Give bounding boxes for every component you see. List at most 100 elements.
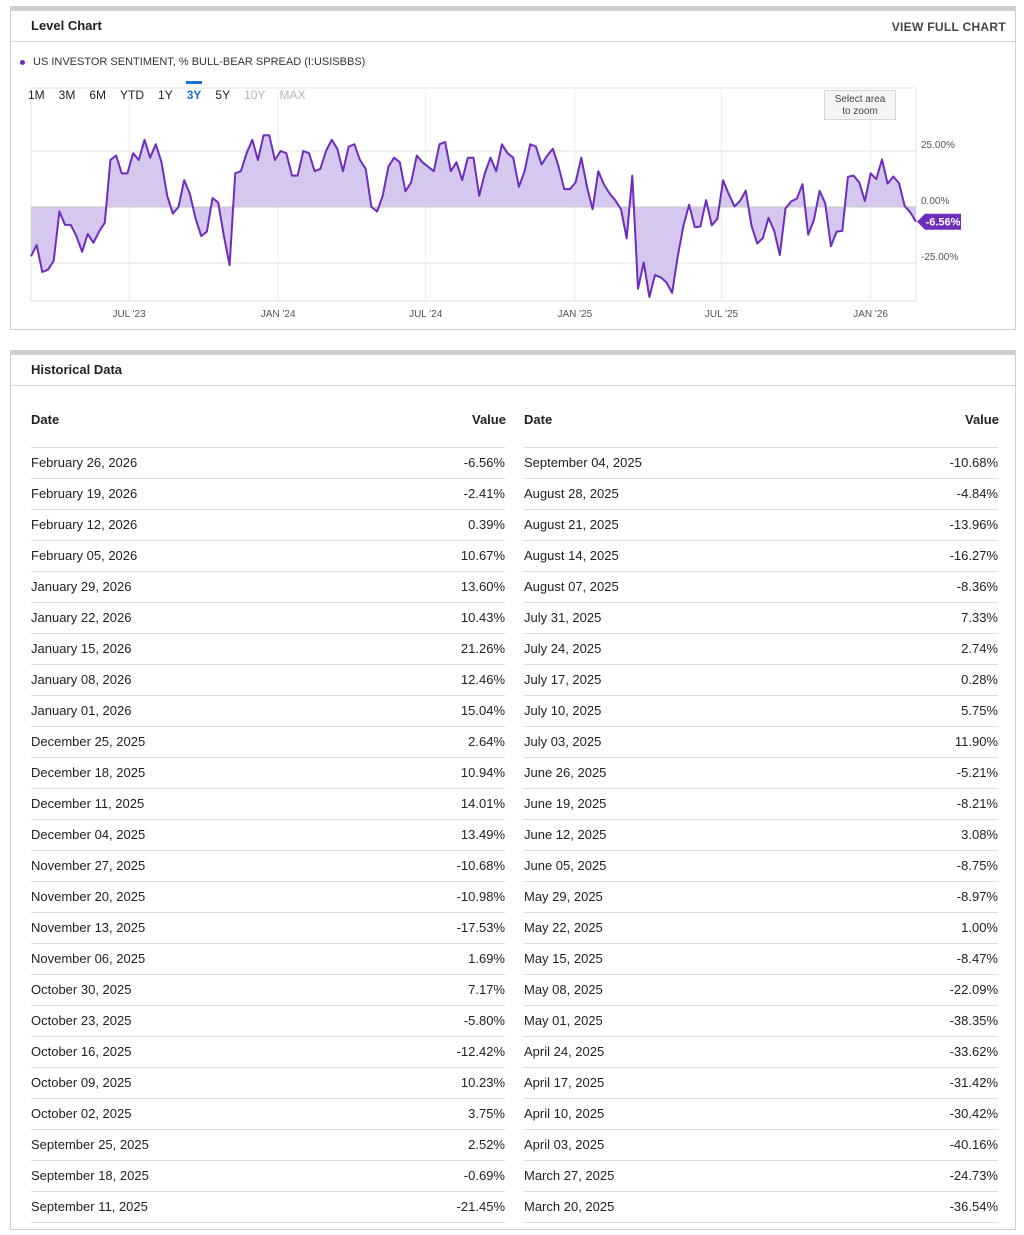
row-value: -8.47% [956, 951, 998, 966]
row-value: 10.23% [460, 1075, 505, 1090]
row-value: 3.75% [468, 1106, 505, 1121]
historical-data-title: Historical Data [31, 362, 123, 377]
row-divider [31, 943, 505, 944]
zoom-tab-ytd[interactable]: YTD [120, 88, 145, 102]
row-divider [524, 509, 998, 510]
x-tick-label: JAN '24 [261, 309, 296, 320]
row-date: January 22, 2026 [31, 610, 132, 625]
row-divider [524, 1129, 998, 1130]
series-line[interactable] [30, 134, 917, 298]
row-divider [31, 540, 505, 541]
last-value-label: -6.56% [926, 217, 961, 229]
row-value: 21.26% [460, 641, 505, 656]
row-divider [31, 1036, 505, 1037]
row-divider [31, 726, 505, 727]
row-value: -24.73% [949, 1168, 998, 1183]
row-divider [31, 1005, 505, 1006]
row-value: 11.90% [954, 734, 998, 749]
row-value: -10.68% [949, 455, 998, 470]
row-divider [31, 447, 505, 448]
sentiment-chart[interactable]: JUL '23 JAN '24 JUL '24 JAN '25 JUL '25 JAN '… [0, 0, 1024, 335]
zoom-tab-max: MAX [279, 88, 306, 102]
zoom-range-tabs: 1M 3M 6M YTD 1Y 3Y 5Y 10Y MAX [28, 81, 319, 104]
row-date: January 01, 2026 [31, 703, 132, 718]
zoom-hint-line-1: Select area [834, 94, 886, 105]
row-date: November 06, 2025 [31, 951, 146, 966]
y-tick-label: 25.00% [921, 140, 955, 151]
row-date: May 15, 2025 [524, 951, 603, 966]
row-date: June 05, 2025 [524, 858, 607, 873]
legend-dot-icon [20, 59, 25, 65]
row-divider [524, 1036, 998, 1037]
right-col-date-header: Date [524, 412, 553, 427]
left-col-value-header: Value [472, 412, 506, 427]
row-value: -16.27% [949, 548, 998, 563]
row-date: October 02, 2025 [31, 1106, 132, 1121]
last-value-flag [917, 213, 961, 230]
row-value: 15.04% [460, 703, 505, 718]
row-date: December 11, 2025 [31, 796, 145, 811]
row-date: August 21, 2025 [524, 517, 619, 532]
x-tick-label: JAN '26 [853, 309, 888, 320]
row-date: October 23, 2025 [31, 1013, 132, 1028]
row-divider [524, 633, 998, 634]
row-divider [524, 850, 998, 851]
row-date: September 11, 2025 [31, 1199, 148, 1214]
row-divider [524, 571, 998, 572]
row-value: -5.21% [956, 765, 998, 780]
row-divider [524, 1222, 998, 1223]
row-date: January 08, 2026 [31, 672, 132, 687]
row-date: January 15, 2026 [31, 641, 132, 656]
row-value: -17.53% [456, 920, 505, 935]
row-divider [31, 664, 505, 665]
zoom-tab-1y[interactable]: 1Y [158, 88, 173, 102]
row-value: -6.56% [463, 455, 505, 470]
row-date: October 16, 2025 [31, 1044, 132, 1059]
row-date: May 01, 2025 [524, 1013, 603, 1028]
row-divider [524, 974, 998, 975]
row-value: -8.21% [956, 796, 998, 811]
row-date: December 25, 2025 [31, 734, 146, 749]
row-value: 12.46% [460, 672, 505, 687]
row-divider [524, 943, 998, 944]
row-date: June 19, 2025 [524, 796, 607, 811]
row-divider [31, 1067, 505, 1068]
row-value: 0.28% [961, 672, 998, 687]
row-divider [31, 1222, 505, 1223]
row-date: August 14, 2025 [524, 548, 619, 563]
row-date: April 17, 2025 [524, 1075, 605, 1090]
zoom-tab-5y[interactable]: 5Y [215, 88, 231, 102]
row-value: -8.36% [956, 579, 998, 594]
row-date: November 27, 2025 [31, 858, 146, 873]
row-value: 0.39% [468, 517, 505, 532]
row-date: August 07, 2025 [524, 579, 619, 594]
row-date: September 18, 2025 [31, 1168, 149, 1183]
x-tick-label: JUL '25 [705, 309, 739, 320]
row-value: -36.54% [949, 1199, 998, 1214]
row-divider [524, 726, 998, 727]
zoom-tab-3m[interactable]: 3M [58, 88, 76, 102]
row-divider [31, 602, 505, 603]
row-date: February 26, 2026 [31, 455, 138, 470]
row-divider [524, 695, 998, 696]
row-divider [31, 1098, 505, 1099]
zoom-tab-6m[interactable]: 6M [89, 88, 107, 102]
level-chart-title: Level Chart [31, 18, 102, 33]
row-date: November 20, 2025 [31, 889, 146, 904]
row-value: 14.01% [460, 796, 505, 811]
row-value: 10.67% [460, 548, 505, 563]
row-value: 13.60% [460, 579, 505, 594]
zoom-tab-1m[interactable]: 1M [28, 88, 45, 102]
x-tick-label: JAN '25 [557, 309, 592, 320]
row-value: -12.42% [456, 1044, 505, 1059]
view-full-chart-link[interactable]: VIEW FULL CHART [891, 20, 1006, 34]
row-value: 2.52% [468, 1137, 505, 1152]
row-divider [31, 974, 505, 975]
row-date: July 10, 2025 [524, 703, 602, 718]
row-value: -21.45% [456, 1199, 505, 1214]
row-date: January 29, 2026 [31, 579, 132, 594]
row-date: May 08, 2025 [524, 982, 603, 997]
row-divider [524, 540, 998, 541]
zoom-tab-3y[interactable]: 3Y [185, 81, 203, 102]
row-divider [31, 788, 505, 789]
